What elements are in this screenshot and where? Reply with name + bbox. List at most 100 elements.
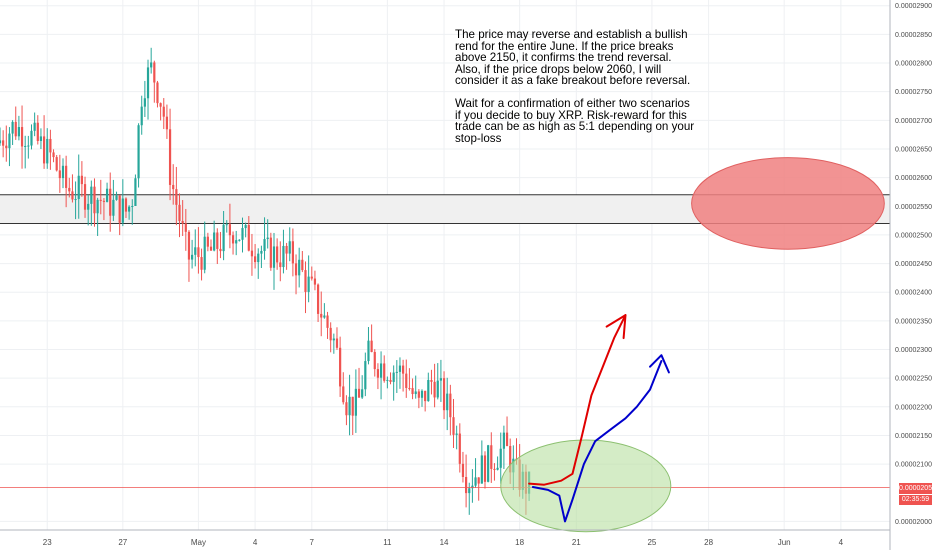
candle-body — [452, 417, 455, 435]
candle-body — [493, 468, 496, 470]
candle-body — [298, 259, 301, 276]
x-tick-label: May — [191, 538, 206, 547]
candle-body — [87, 203, 90, 210]
candle-body — [320, 313, 323, 318]
candle-body — [162, 106, 165, 117]
candle-body — [49, 138, 52, 153]
candle-body — [156, 82, 159, 104]
candle-body — [27, 145, 30, 147]
candle-body — [20, 127, 24, 147]
candle-body — [187, 231, 191, 260]
x-tick-label: Jun — [778, 538, 791, 547]
candle-body — [417, 391, 420, 398]
candle-body — [266, 237, 269, 240]
candle-body — [430, 379, 433, 382]
candle-body — [159, 103, 162, 107]
candle-body — [137, 125, 140, 179]
time-axis[interactable]: 23 27 May 4 7 11 14 18 21 25 28 Jun 4 — [0, 529, 890, 547]
candle-body — [14, 121, 17, 137]
candle-body — [405, 373, 408, 389]
candle-body — [11, 121, 14, 134]
candle-body — [228, 224, 232, 236]
y-tick-label: 0.00002750 — [895, 89, 932, 96]
candle-body — [509, 445, 512, 473]
candle-body — [427, 379, 430, 402]
drawings — [0, 157, 890, 533]
candle-body — [191, 254, 194, 260]
countdown-badge: 02:35:59 — [899, 495, 932, 505]
candle-body — [291, 241, 294, 264]
fake-breakout-arrow-head — [649, 354, 670, 374]
support-ellipse — [500, 439, 672, 533]
candle-body — [96, 199, 99, 214]
candle-body — [5, 145, 8, 149]
candle-body — [46, 138, 49, 164]
candle-body — [121, 198, 124, 223]
candle-body — [128, 206, 131, 212]
candle-body — [219, 248, 222, 252]
candle-body — [257, 253, 260, 263]
candle-body — [402, 365, 405, 374]
x-tick-label: 4 — [253, 538, 258, 547]
candle-body — [458, 433, 461, 464]
candle-body — [339, 347, 342, 387]
candle-body — [172, 184, 175, 190]
candle-body — [68, 187, 71, 192]
candle-body — [471, 485, 474, 489]
candle-body — [499, 448, 502, 468]
y-tick-label: 0.00002300 — [895, 347, 932, 354]
y-tick-label: 0.00002700 — [895, 118, 932, 125]
candle-body — [206, 236, 209, 247]
candle-body — [313, 278, 317, 285]
candle-body — [464, 476, 468, 494]
candle-body — [367, 340, 370, 362]
candle-body — [505, 432, 509, 446]
candle-body — [263, 239, 266, 251]
candle-body — [52, 152, 55, 158]
analysis-note: The price may reverse and establish a bu… — [455, 29, 735, 144]
target-ellipse — [691, 157, 885, 250]
candle-body — [395, 371, 398, 373]
candle-body — [310, 276, 313, 279]
candle-body — [373, 351, 376, 370]
candle-body — [77, 175, 80, 200]
candle-body — [93, 186, 96, 214]
candle-body — [383, 363, 386, 381]
note-paragraph-2: Wait for a confirmation of either two sc… — [455, 96, 695, 145]
bullish-arrow-head — [605, 314, 627, 340]
candle-body — [342, 386, 345, 403]
candle-body — [203, 236, 206, 270]
x-tick-label: 21 — [572, 538, 581, 547]
candle-body — [348, 396, 351, 416]
candle-body — [74, 199, 77, 201]
candle-body — [241, 228, 244, 240]
candle-body — [150, 62, 153, 68]
y-tick-label: 0.00002800 — [895, 61, 932, 68]
candle-body — [112, 199, 115, 216]
candle-body — [468, 488, 471, 494]
candle-body — [442, 378, 446, 411]
candle-body — [461, 463, 465, 477]
price-axis[interactable]: 0.00002900 0.00002850 0.00002800 0.00002750… — [889, 0, 932, 550]
candle-body — [496, 467, 499, 470]
x-tick-label: 27 — [118, 538, 127, 547]
candle-body — [209, 246, 213, 251]
y-tick-label: 0.00002650 — [895, 146, 932, 153]
candle-body — [165, 116, 169, 130]
candle-body — [0, 140, 2, 144]
candle-body — [175, 189, 178, 205]
candle-body — [272, 246, 276, 268]
x-tick-label: 14 — [440, 538, 449, 547]
candle-body — [33, 122, 36, 131]
candle-body — [480, 455, 483, 484]
candle-body — [55, 157, 58, 171]
grid-lines — [0, 0, 890, 530]
candle-body — [398, 365, 402, 372]
candle-body — [455, 433, 458, 435]
candle-body — [65, 165, 68, 188]
x-tick-label: 18 — [515, 538, 524, 547]
candle-body — [39, 136, 43, 141]
candle-body — [351, 396, 354, 416]
y-tick-label: 0.00002150 — [895, 433, 932, 440]
